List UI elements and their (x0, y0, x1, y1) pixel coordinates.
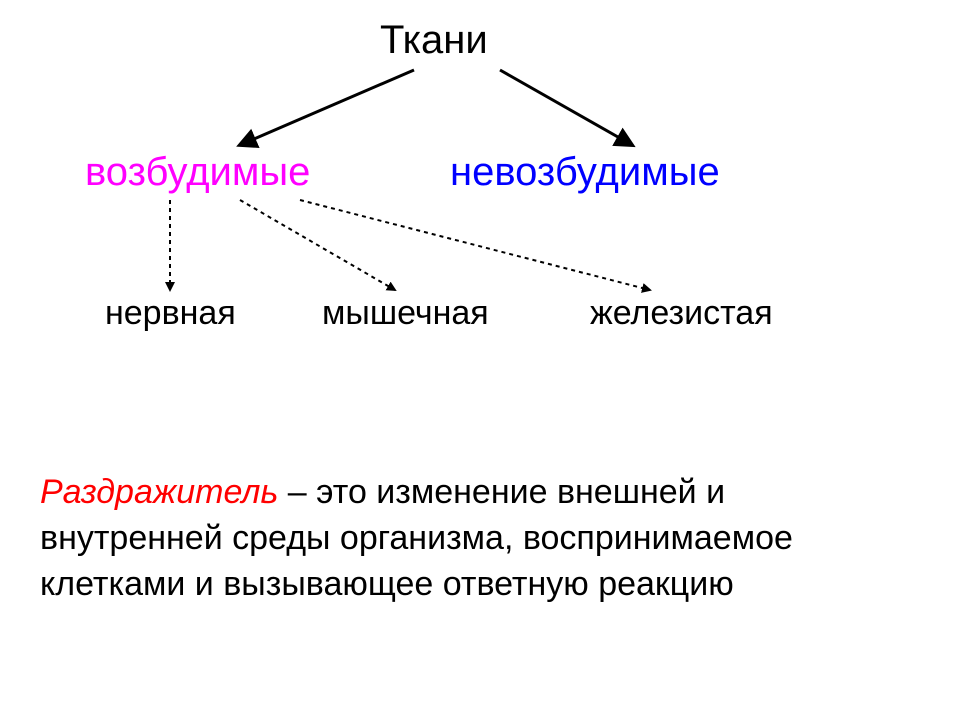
edges-dashed (170, 200, 650, 290)
node-muscular: мышечная (322, 295, 489, 332)
arrows-layer (0, 0, 960, 720)
node-root: Ткани (380, 18, 488, 62)
node-nervous: нервная (105, 295, 236, 332)
definition-paragraph: Раздражитель – это изменение внешней и в… (40, 470, 910, 608)
definition-term: Раздражитель (40, 473, 278, 511)
node-nonexcitable: невозбудимые (450, 150, 720, 194)
node-glandular: железистая (590, 295, 773, 332)
node-excitable: возбудимые (85, 150, 310, 194)
edges-solid (240, 70, 632, 145)
diagram-stage: Ткани возбудимые невозбудимые нервная мы… (0, 0, 960, 720)
